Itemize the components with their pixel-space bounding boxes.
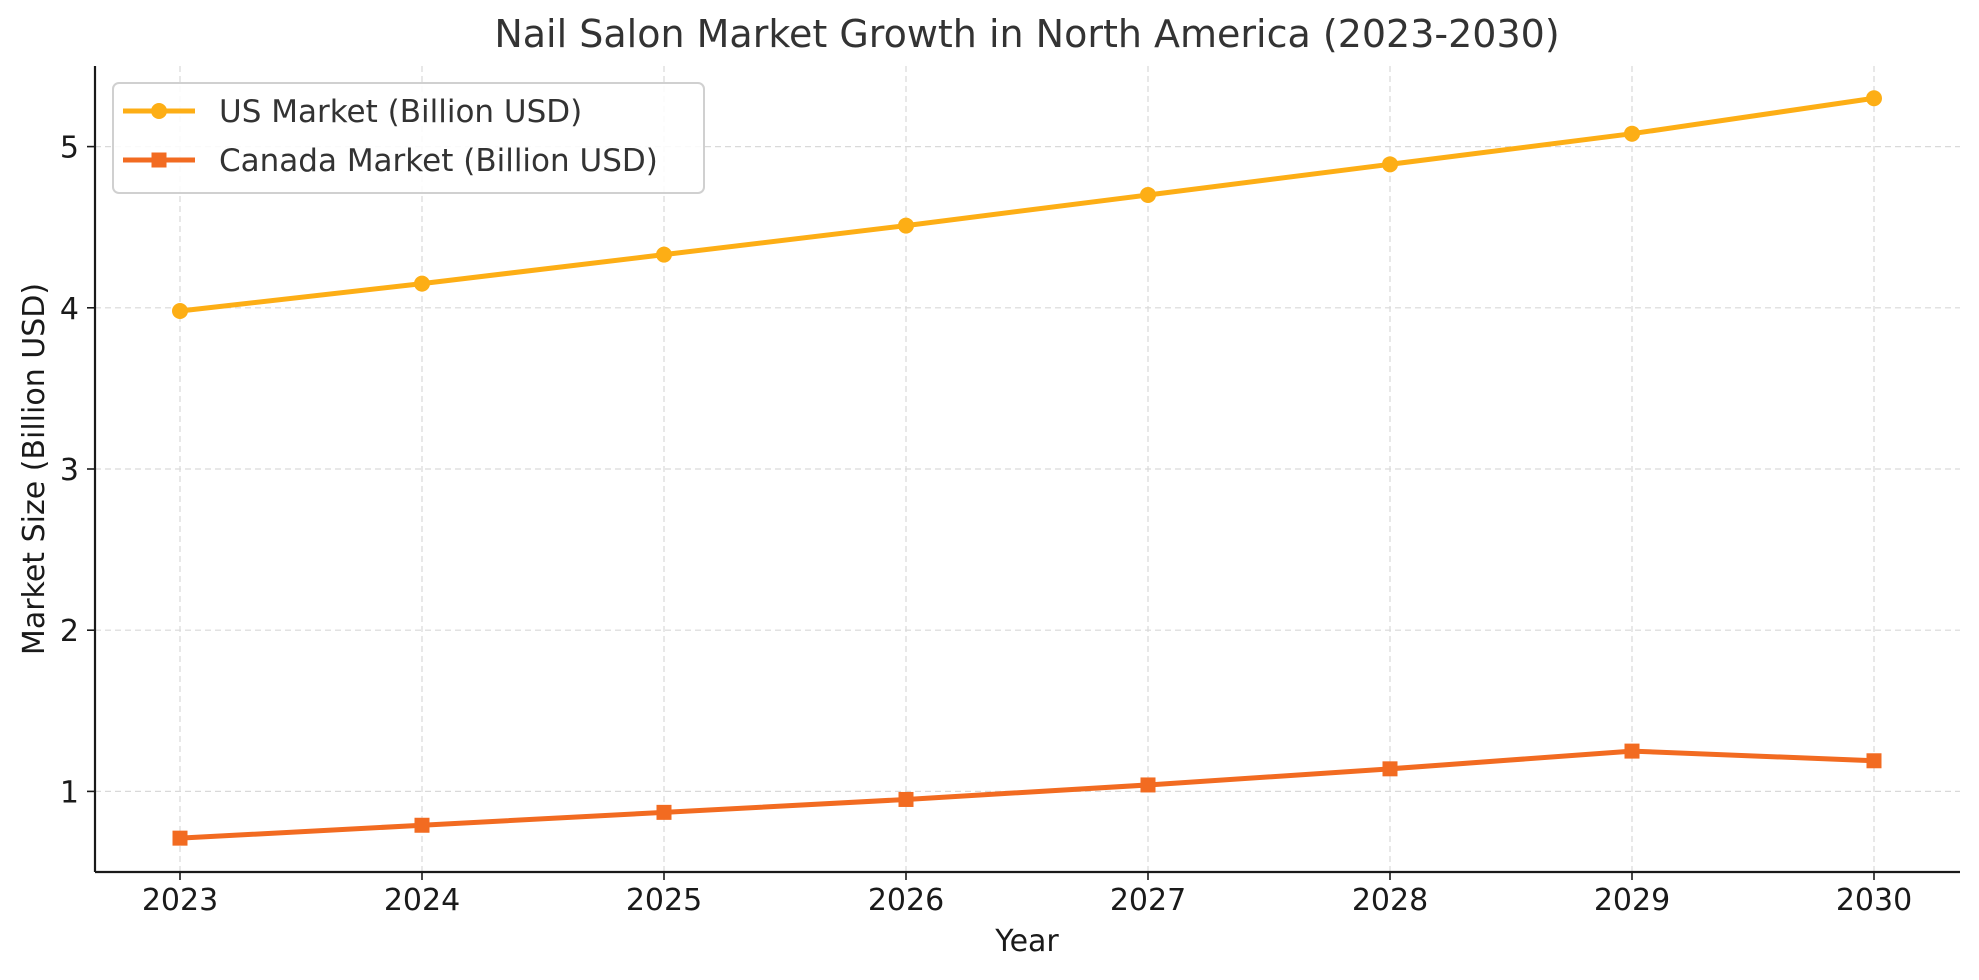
x-axis-ticks: 2023 2024 2025 2026 2027 2028 2029 2030 (142, 872, 1912, 918)
data-point (898, 217, 914, 234)
y-axis-ticks: 1 2 3 4 5 (60, 131, 95, 810)
legend-box (112, 82, 705, 194)
data-point (172, 303, 188, 320)
data-point (1140, 186, 1156, 203)
data-point (656, 246, 672, 263)
chart-title: Nail Salon Market Growth in North Americ… (494, 12, 1559, 56)
legend-label: Canada Market (Billion USD) (219, 143, 658, 179)
x-tick-label: 2028 (1352, 883, 1428, 918)
series-layer (172, 90, 1882, 846)
series-0 (172, 90, 1882, 320)
legend-label: US Market (Billion USD) (219, 94, 582, 130)
x-tick-label: 2025 (626, 883, 702, 918)
x-tick-label: 2030 (1836, 883, 1912, 918)
y-tick-label: 2 (60, 614, 79, 649)
series-line (177, 748, 1877, 841)
data-point (1624, 125, 1640, 142)
data-point (1382, 156, 1398, 173)
y-tick-label: 4 (60, 292, 79, 327)
data-point (414, 275, 430, 292)
x-tick-label: 2024 (384, 883, 460, 918)
data-point (1382, 761, 1398, 777)
legend: US Market (Billion USD) Canada Market (Bi… (112, 82, 705, 194)
data-point (898, 791, 914, 807)
x-axis-title: Year (994, 924, 1059, 959)
legend-item: US Market (Billion USD) (123, 94, 582, 130)
data-point (414, 817, 430, 833)
x-tick-label: 2026 (868, 883, 944, 918)
data-point (1866, 753, 1882, 769)
x-tick-label: 2029 (1594, 883, 1670, 918)
data-point (172, 830, 188, 846)
data-point (1624, 743, 1640, 759)
series-1 (172, 743, 1882, 846)
y-axis-title: Market Size (Billion USD) (17, 283, 52, 655)
x-tick-label: 2023 (142, 883, 218, 918)
data-point (1866, 90, 1882, 107)
y-tick-label: 3 (60, 453, 79, 488)
series-line (177, 95, 1877, 314)
legend-marker (151, 152, 167, 168)
data-point (656, 804, 672, 820)
legend-item: Canada Market (Billion USD) (123, 143, 658, 179)
y-tick-label: 5 (60, 131, 79, 166)
legend-marker (151, 103, 167, 119)
data-point (1140, 777, 1156, 793)
y-tick-label: 1 (60, 775, 79, 810)
x-tick-label: 2027 (1110, 883, 1186, 918)
